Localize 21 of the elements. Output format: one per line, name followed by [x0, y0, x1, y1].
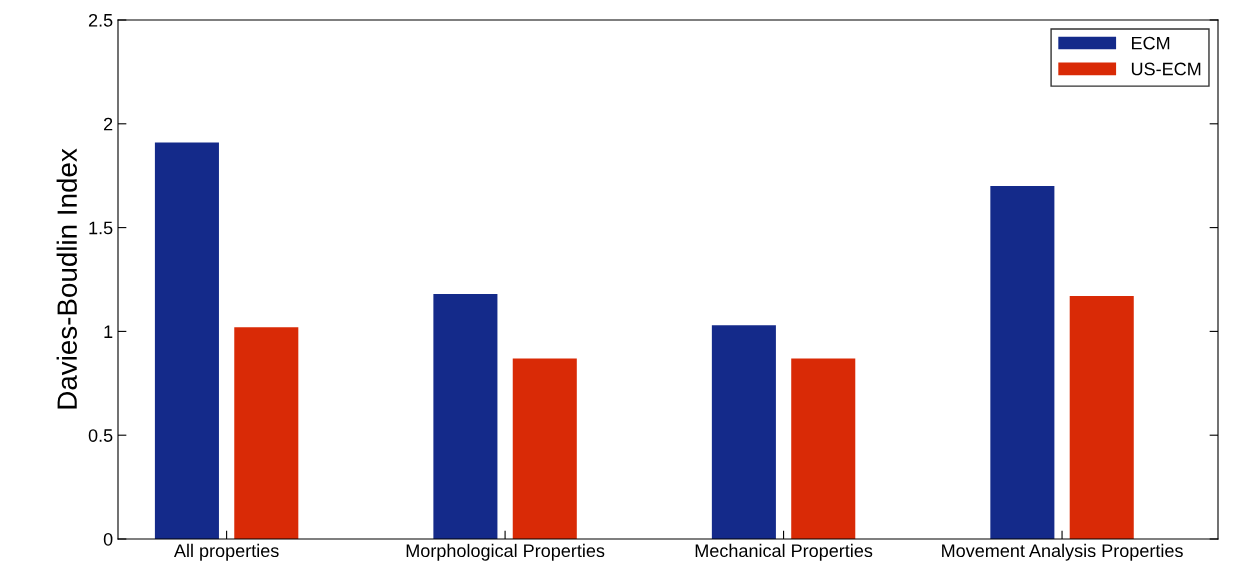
y-tick-label: 2.5: [88, 13, 113, 27]
bar: [990, 186, 1055, 539]
y-axis-title: Davies-Boudlin Index: [56, 148, 77, 409]
y-tick-label: 2: [104, 117, 113, 131]
x-tick-label: Movement Analysis Properties: [942, 543, 1183, 561]
bar: [512, 358, 577, 539]
x-tick-label: Mechanical Properties: [695, 543, 873, 561]
y-tick-label: 1: [104, 325, 113, 338]
bar: [154, 142, 219, 539]
bar: [791, 358, 856, 539]
bar: [711, 325, 776, 539]
bar: [234, 327, 299, 539]
legend-label: ECM: [1132, 36, 1170, 50]
y-tick-label: 0: [103, 532, 113, 546]
y-tick-label: 1.5: [89, 221, 113, 235]
y-tick-label: 0.5: [88, 429, 113, 442]
x-tick-label: Morphological Properties: [406, 543, 605, 561]
legend-label: US-ECM: [1131, 62, 1201, 76]
x-tick-label: All properties: [173, 543, 279, 561]
bar: [433, 294, 498, 539]
bar: [1069, 296, 1134, 539]
